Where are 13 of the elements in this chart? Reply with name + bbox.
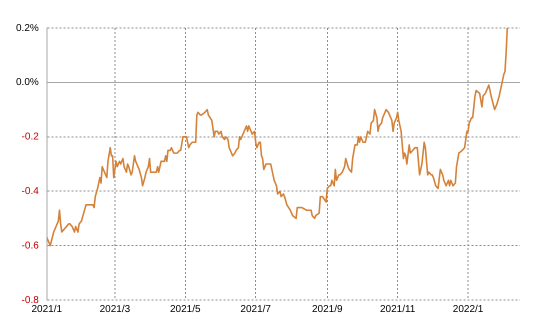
y-tick-label: -0.4 — [22, 186, 40, 197]
x-tick-label: 2022/1 — [452, 304, 484, 315]
y-tick-label: -0.8 — [22, 294, 40, 306]
x-tick-label: 2021/7 — [240, 304, 272, 315]
x-tick-label: 2021/3 — [100, 304, 131, 315]
y-tick-label: -0.6 — [22, 240, 40, 252]
y-tick-label: 0.2% — [16, 22, 39, 34]
x-tick-label: 2021/11 — [380, 304, 416, 315]
x-tick-label: 2021/1 — [31, 304, 63, 315]
x-tick-label: 2021/9 — [312, 304, 343, 315]
y-tick-label: 0.0% — [16, 77, 39, 88]
x-tick-label: 2021/5 — [170, 304, 202, 315]
y-tick-label: -0.2 — [22, 132, 40, 143]
